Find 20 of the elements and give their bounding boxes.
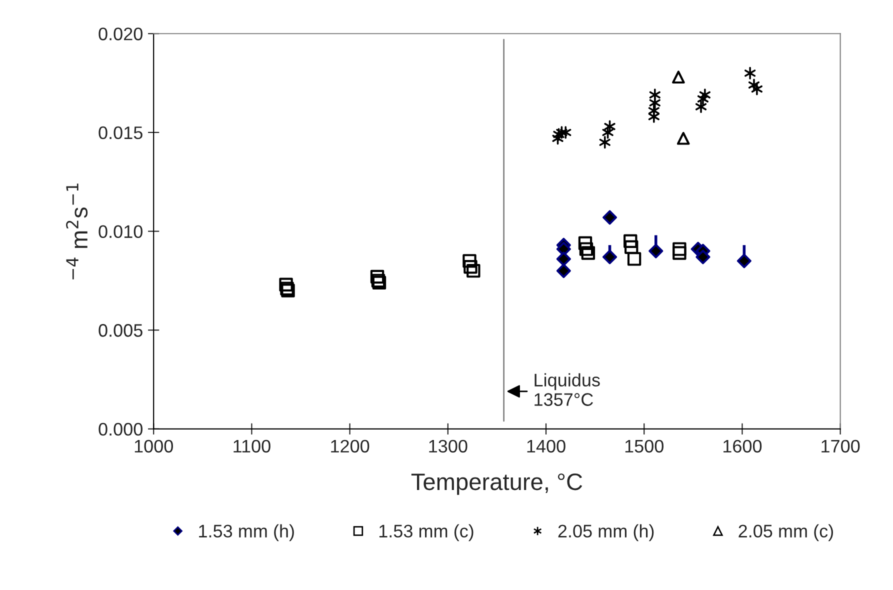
x-tick-label: 1300 [429,440,468,453]
y-tick-label: 0.020 [98,28,142,40]
x-tick-label: 1100 [234,440,270,453]
y-tick-label: 0.000 [98,422,142,436]
y-tick-label: 0.015 [98,126,142,140]
x-tick-label: 1600 [724,440,762,453]
legend-label: 2.05 mm (h) [558,524,654,542]
legend-label: 2.05 mm (c) [738,524,833,542]
y-tick-label: 0.010 [98,225,142,238]
x-tick-label: 1000 [134,440,173,453]
x-tick-label: 1200 [331,440,370,453]
legend-label: 1.53 mm (c) [379,524,474,542]
x-tick-label: 1400 [527,440,566,453]
x-tick-label: 1500 [625,440,664,453]
y-tick-label: 0.005 [98,324,142,337]
ref-line-label: Liquidus 1357°C [534,373,600,406]
x-axis-title: Temperature, °C [411,473,582,495]
x-tick-label: 1700 [822,440,860,453]
y-axis-title: $^{−4}$ m$^{2}$s$^{−1}$ [66,184,88,280]
legend-label: 1.53 mm (h) [199,524,294,542]
